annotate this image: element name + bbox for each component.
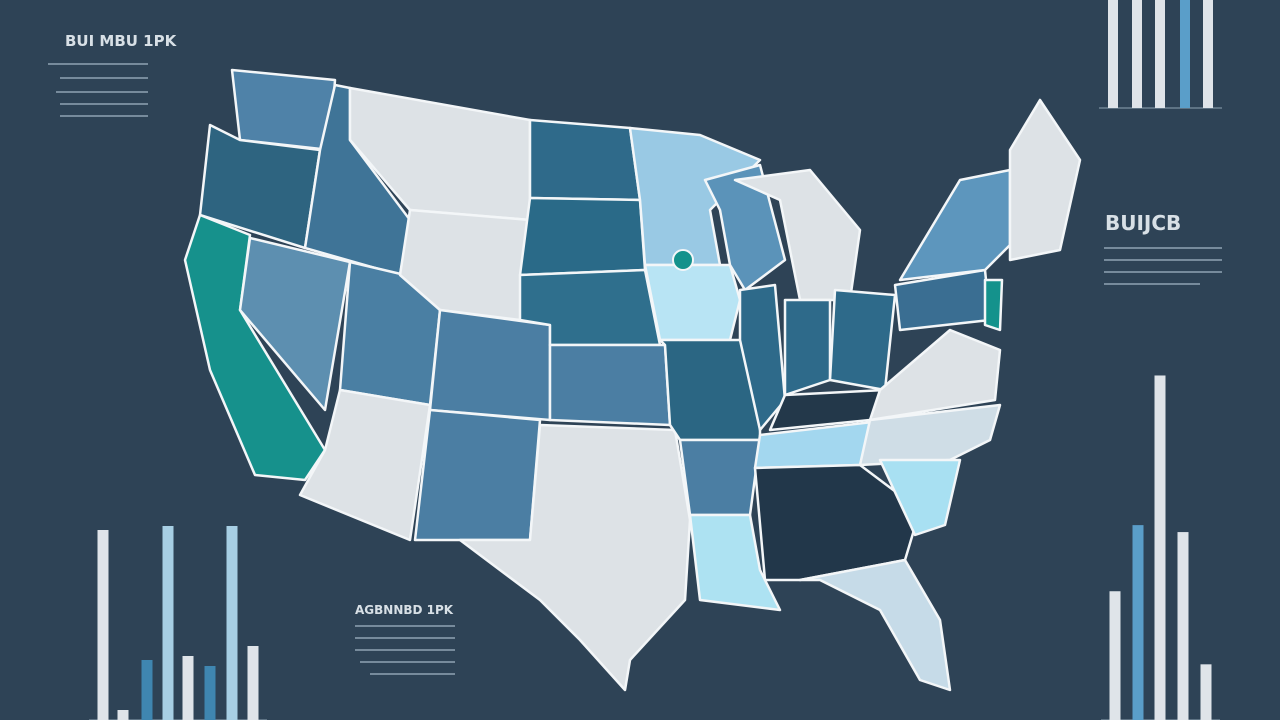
bar (1180, 0, 1190, 108)
bar (97, 530, 109, 720)
state (798, 558, 952, 692)
bar (162, 526, 174, 720)
state (298, 388, 432, 542)
state (458, 423, 692, 692)
panel-title: BUIJCB (1105, 211, 1181, 235)
bar (1177, 532, 1189, 720)
state (643, 263, 742, 342)
bar (204, 666, 216, 720)
bar (1155, 0, 1165, 108)
bar (1109, 591, 1121, 720)
bar (1132, 525, 1144, 720)
state (878, 458, 962, 537)
bar (1154, 375, 1166, 720)
state (828, 288, 897, 392)
state (688, 513, 782, 612)
state (628, 126, 762, 267)
state (868, 328, 1002, 422)
bar (1108, 0, 1118, 108)
text-lines (48, 63, 1222, 675)
panel-title: BUI MBU 1PK (65, 32, 178, 50)
bar (117, 710, 129, 720)
state (428, 308, 552, 422)
state (548, 343, 672, 427)
state (678, 438, 762, 517)
marker (672, 249, 694, 271)
bar (182, 656, 194, 720)
state (413, 408, 542, 542)
state (518, 196, 647, 277)
bar (226, 526, 238, 720)
state (858, 403, 1002, 467)
us-map (183, 68, 1082, 692)
state (238, 236, 352, 412)
bar (1132, 0, 1142, 108)
state (230, 68, 337, 152)
panel-title: AGBNNBD 1PK (355, 603, 454, 617)
state (983, 278, 1004, 332)
bar (247, 646, 259, 720)
bar (1200, 664, 1212, 720)
state (1008, 98, 1082, 262)
state (783, 298, 832, 397)
bar (1203, 0, 1213, 108)
state (528, 118, 642, 202)
bar (141, 660, 153, 720)
state (738, 283, 787, 432)
